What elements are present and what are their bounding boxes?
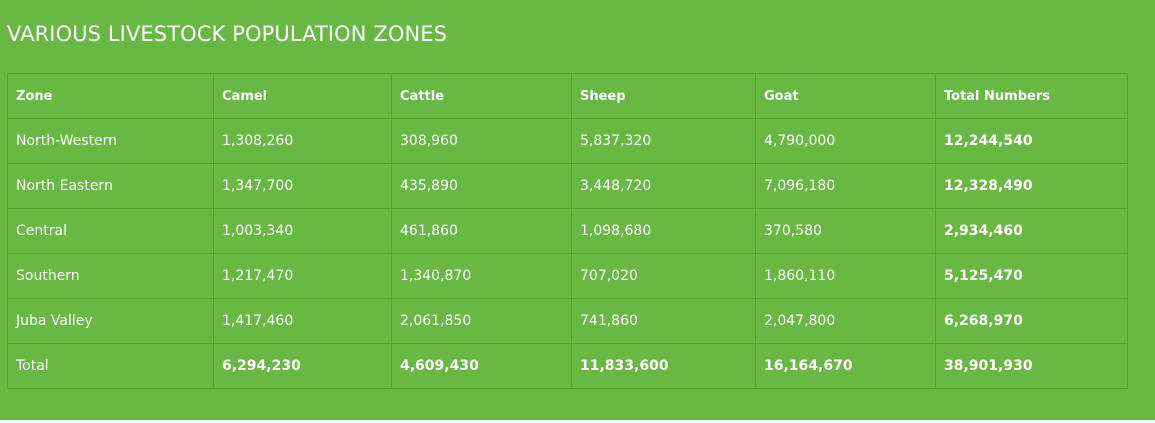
- cell-sheep: 707,020: [571, 253, 756, 299]
- cell-goat: 4,790,000: [755, 118, 936, 164]
- header-sheep: Sheep: [571, 73, 756, 119]
- table-row: Juba Valley 1,417,460 2,061,850 741,860 …: [7, 298, 1128, 344]
- cell-zone: Southern: [7, 253, 214, 299]
- cell-total-numbers: 6,268,970: [935, 298, 1128, 344]
- cell-goat-total: 16,164,670: [755, 343, 936, 389]
- header-cattle: Cattle: [391, 73, 572, 119]
- cell-sheep: 5,837,320: [571, 118, 756, 164]
- table-row: Central 1,003,340 461,860 1,098,680 370,…: [7, 208, 1128, 254]
- cell-total-numbers: 12,244,540: [935, 118, 1128, 164]
- cell-sheep: 741,860: [571, 298, 756, 344]
- header-goat: Goat: [755, 73, 936, 119]
- cell-camel: 1,217,470: [213, 253, 392, 299]
- cell-camel-total: 6,294,230: [213, 343, 392, 389]
- cell-grand-total: 38,901,930: [935, 343, 1128, 389]
- header-total-numbers: Total Numbers: [935, 73, 1128, 119]
- cell-camel: 1,417,460: [213, 298, 392, 344]
- cell-sheep: 3,448,720: [571, 163, 756, 209]
- cell-cattle: 461,860: [391, 208, 572, 254]
- table-row: North-Western 1,308,260 308,960 5,837,32…: [7, 118, 1128, 164]
- header-zone: Zone: [7, 73, 214, 119]
- cell-goat: 7,096,180: [755, 163, 936, 209]
- page-bottom-strip: [0, 420, 1155, 423]
- livestock-table: Zone Camel Cattle Sheep Goat Total Numbe…: [7, 73, 1128, 389]
- cell-cattle: 435,890: [391, 163, 572, 209]
- cell-cattle: 1,340,870: [391, 253, 572, 299]
- cell-zone: North Eastern: [7, 163, 214, 209]
- cell-cattle: 308,960: [391, 118, 572, 164]
- cell-zone: North-Western: [7, 118, 214, 164]
- table-header-row: Zone Camel Cattle Sheep Goat Total Numbe…: [7, 73, 1128, 119]
- cell-sheep: 1,098,680: [571, 208, 756, 254]
- cell-cattle-total: 4,609,430: [391, 343, 572, 389]
- cell-camel: 1,347,700: [213, 163, 392, 209]
- cell-total-numbers: 2,934,460: [935, 208, 1128, 254]
- cell-total-numbers: 5,125,470: [935, 253, 1128, 299]
- cell-sheep-total: 11,833,600: [571, 343, 756, 389]
- cell-goat: 1,860,110: [755, 253, 936, 299]
- page-title: VARIOUS LIVESTOCK POPULATION ZONES: [7, 22, 448, 46]
- cell-cattle: 2,061,850: [391, 298, 572, 344]
- table-row: North Eastern 1,347,700 435,890 3,448,72…: [7, 163, 1128, 209]
- cell-goat: 2,047,800: [755, 298, 936, 344]
- cell-goat: 370,580: [755, 208, 936, 254]
- cell-zone: Juba Valley: [7, 298, 214, 344]
- cell-zone-total: Total: [7, 343, 214, 389]
- header-camel: Camel: [213, 73, 392, 119]
- cell-total-numbers: 12,328,490: [935, 163, 1128, 209]
- cell-zone: Central: [7, 208, 214, 254]
- table-row: Southern 1,217,470 1,340,870 707,020 1,8…: [7, 253, 1128, 299]
- table-total-row: Total 6,294,230 4,609,430 11,833,600 16,…: [7, 343, 1128, 389]
- cell-camel: 1,308,260: [213, 118, 392, 164]
- cell-camel: 1,003,340: [213, 208, 392, 254]
